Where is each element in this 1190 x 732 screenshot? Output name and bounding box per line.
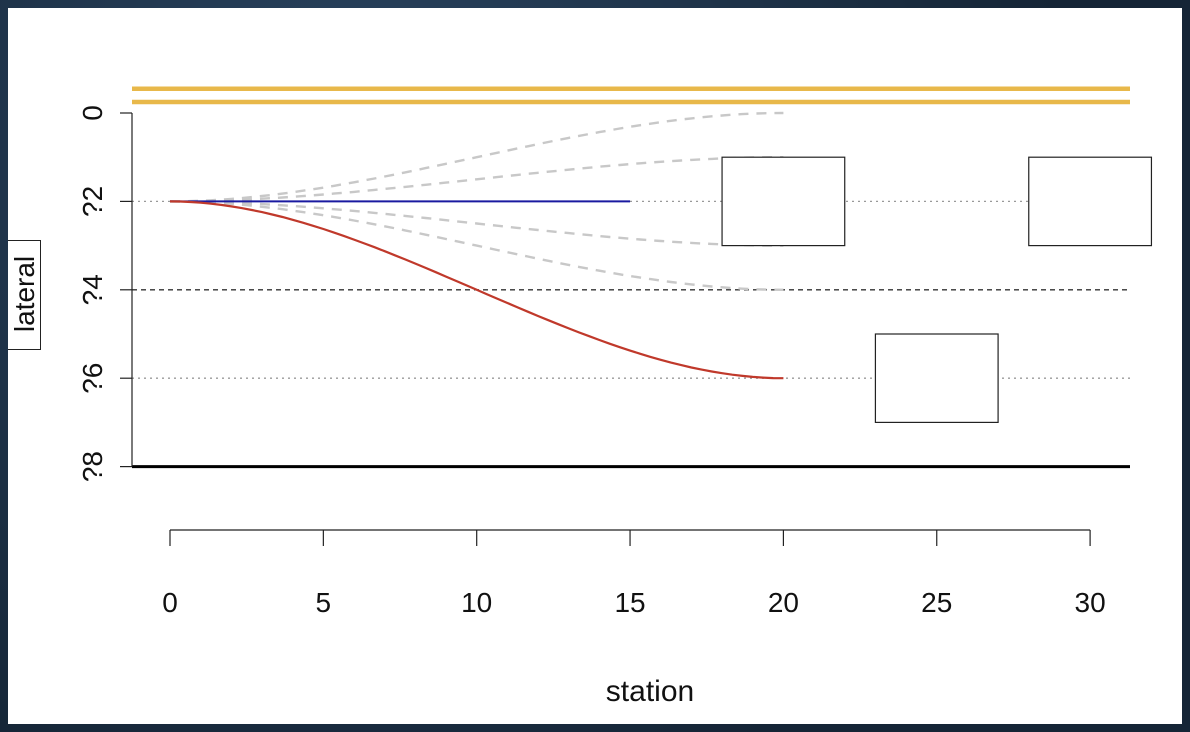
y-axis-label: lateral [9, 256, 40, 332]
x-tick-label-1: 5 [316, 587, 332, 618]
candidate-path-0 [169, 111, 784, 203]
x-tick-label-4: 20 [768, 587, 799, 618]
candidate-path-3 [169, 200, 784, 291]
candidate-path-2 [170, 200, 784, 247]
chart-svg: 0 ?2 ?4 ?6 ?8 0 5 10 15 20 25 30 station lateral [9, 86, 1153, 708]
x-tick-label-2: 10 [461, 587, 492, 618]
x-tick-label-5: 25 [921, 587, 952, 618]
x-tick-label-3: 15 [614, 587, 645, 618]
obstacle-2 [1028, 156, 1153, 247]
chart-frame: 0 ?2 ?4 ?6 ?8 0 5 10 15 20 25 30 station lateral [8, 8, 1182, 724]
selected-path-0 [169, 200, 784, 380]
x-axis-label: station [606, 675, 694, 708]
y-tick-label-3: ?6 [77, 363, 108, 394]
y-axis-label-box [8, 240, 41, 350]
y-tick-label-1: ?2 [77, 186, 108, 217]
obstacle-0 [721, 156, 846, 247]
y-tick-label-2: ?4 [77, 274, 108, 305]
candidate-path-1 [170, 156, 784, 203]
y-tick-label-0: 0 [77, 105, 108, 121]
obstacle-1 [874, 333, 999, 424]
y-tick-label-4: ?8 [77, 451, 108, 482]
x-tick-label-6: 30 [1075, 587, 1106, 618]
x-tick-label-0: 0 [162, 587, 178, 618]
